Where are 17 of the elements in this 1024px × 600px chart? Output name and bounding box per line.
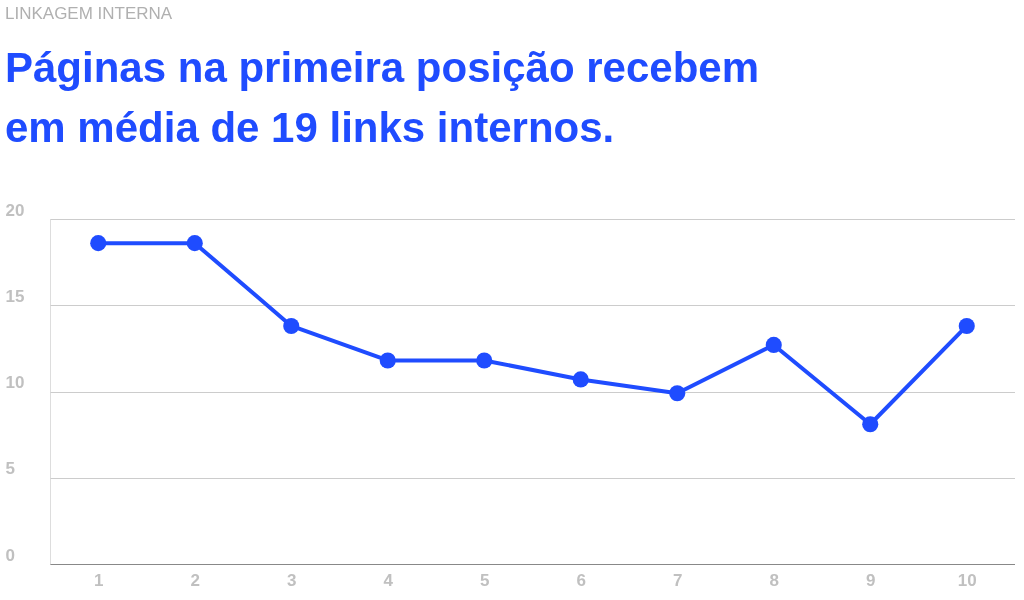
y-tick-label: 10	[5, 373, 25, 392]
x-tick-label: 10	[957, 570, 977, 590]
x-tick-label: 2	[190, 570, 200, 590]
x-tick-label: 4	[383, 570, 394, 590]
x-tick-label: 3	[287, 570, 297, 590]
y-tick-label: 20	[5, 200, 25, 220]
chart-subtitle: LINKAGEM INTERNA	[5, 4, 173, 23]
x-tick-label: 5	[480, 570, 490, 590]
x-tick-label: 6	[576, 570, 586, 590]
x-tick-label: 7	[673, 570, 683, 590]
y-tick-label: 5	[5, 459, 15, 479]
y-tick-label: 15	[5, 286, 25, 306]
x-tick-label: 1	[94, 570, 104, 590]
x-tick-label: 9	[866, 570, 876, 590]
y-tick-label: 0	[5, 545, 15, 565]
chart-title: Páginas na primeira posição recebem em média de 19 links internos.	[5, 44, 759, 151]
x-tick-label: 8	[769, 570, 779, 590]
